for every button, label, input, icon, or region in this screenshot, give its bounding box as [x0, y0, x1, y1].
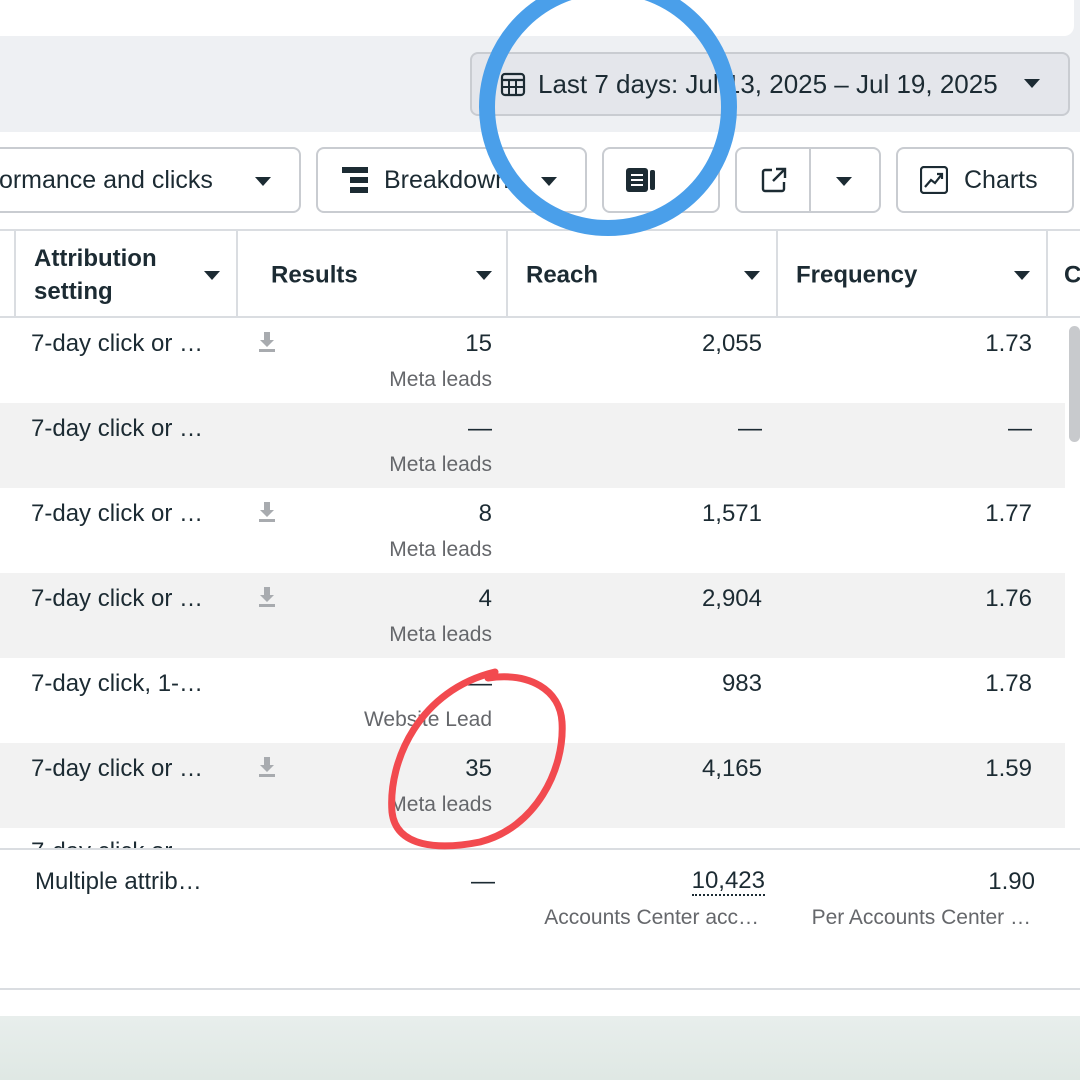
summary-reach-sub: Accounts Center acc…	[544, 906, 759, 929]
column-header-label: Results	[271, 261, 358, 288]
frequency-cell: 1.77	[985, 500, 1032, 527]
column-header-label: Attribution setting	[34, 244, 157, 305]
column-header-attribution[interactable]: Attribution setting	[14, 231, 236, 318]
column-header-next[interactable]: C	[1046, 231, 1080, 318]
reach-cell: 983	[721, 670, 762, 697]
table-row-partial[interactable]: 7-day click or	[0, 826, 1065, 848]
column-header-label: C	[1064, 261, 1080, 288]
vertical-scrollbar[interactable]	[1069, 326, 1080, 442]
frequency-cell: 1.78	[985, 670, 1032, 697]
column-divider	[506, 231, 508, 318]
results-type-label: Website Lead	[363, 708, 492, 731]
results-cell: —	[468, 415, 492, 442]
download-icon[interactable]	[256, 331, 278, 353]
breakdown-button[interactable]: Breakdown	[316, 147, 587, 213]
results-cell: 4	[478, 585, 492, 612]
attribution-cell: 7-day click or	[31, 838, 172, 848]
column-header-frequency[interactable]: Frequency	[776, 231, 1046, 318]
breakdown-label: Breakdown	[384, 165, 510, 194]
sort-caret-icon[interactable]	[476, 271, 492, 280]
columns-label: formance and clicks	[0, 165, 213, 194]
summary-row: Multiple attrib… — 10,423 Accounts Cente…	[0, 848, 1080, 990]
export-icon	[761, 167, 787, 193]
calendar-icon	[500, 72, 526, 97]
column-divider	[776, 231, 778, 318]
results-cell: 8	[478, 500, 492, 527]
attribution-cell: 7-day click or …	[31, 755, 204, 782]
reach-cell: —	[738, 415, 762, 442]
breakdown-icon	[342, 167, 368, 193]
frequency-cell: —	[1008, 415, 1032, 442]
split-divider	[809, 149, 811, 211]
table-row[interactable]: 7-day click or … 35 Meta leads 4,165 1.59	[0, 743, 1065, 828]
column-divider	[1046, 231, 1048, 318]
column-header-label: Reach	[526, 261, 599, 288]
download-icon[interactable]	[256, 501, 278, 523]
reach-cell: 2,904	[701, 585, 762, 612]
sort-caret-icon[interactable]	[1014, 271, 1030, 280]
bottom-strip	[0, 1016, 1080, 1080]
results-type-label: Meta leads	[389, 793, 492, 816]
reports-icon	[626, 168, 655, 192]
charts-label: Charts	[964, 165, 1038, 194]
export-split-button[interactable]	[735, 147, 881, 213]
reach-cell: 2,055	[701, 330, 762, 357]
columns-dropdown-button[interactable]: formance and clicks	[0, 147, 301, 213]
frequency-cell: 1.73	[985, 330, 1032, 357]
attribution-cell: 7-day click or …	[31, 585, 204, 612]
results-cell: 15	[465, 330, 492, 357]
summary-attribution: Multiple attrib…	[35, 868, 202, 895]
results-type-label: Meta leads	[389, 623, 492, 646]
frequency-cell: 1.59	[985, 755, 1032, 782]
attribution-cell: 7-day click or …	[31, 415, 204, 442]
column-header-reach[interactable]: Reach	[506, 231, 776, 318]
charts-button[interactable]: Charts	[896, 147, 1074, 213]
sort-caret-icon[interactable]	[744, 271, 760, 280]
table-header: Attribution setting Results Reach Freque…	[0, 229, 1080, 318]
frequency-cell: 1.76	[985, 585, 1032, 612]
column-divider	[14, 231, 16, 318]
column-header-results[interactable]: Results	[251, 231, 506, 318]
chevron-down-icon	[255, 177, 271, 186]
results-type-label: Meta leads	[389, 538, 492, 561]
attribution-cell: 7-day click or …	[31, 500, 204, 527]
chevron-down-icon	[541, 177, 557, 186]
summary-frequency: 1.90	[988, 868, 1035, 895]
reach-cell: 4,165	[701, 755, 762, 782]
charts-icon	[920, 166, 948, 194]
column-header-label: Frequency	[796, 261, 918, 288]
column-divider	[236, 231, 238, 318]
attribution-cell: 7-day click, 1-…	[31, 670, 204, 697]
sort-caret-icon[interactable]	[204, 271, 220, 280]
top-bar	[0, 0, 1074, 36]
results-type-label: Meta leads	[389, 368, 492, 391]
chevron-down-icon	[1024, 79, 1040, 88]
results-type-label: Meta leads	[389, 453, 492, 476]
summary-reach[interactable]: 10,423	[691, 867, 765, 896]
summary-frequency-sub: Per Accounts Center …	[811, 906, 1031, 929]
attribution-cell: 7-day click or …	[31, 330, 204, 357]
table-row[interactable]: 7-day click or … 4 Meta leads 2,904 1.76	[0, 573, 1065, 658]
summary-results: —	[471, 868, 495, 895]
results-cell: 35	[465, 755, 492, 782]
download-icon[interactable]	[256, 756, 278, 778]
table-row[interactable]: 7-day click, 1-… — Website Lead 983 1.78	[0, 658, 1065, 743]
table-row[interactable]: 7-day click or … — Meta leads — —	[0, 403, 1065, 488]
table-row[interactable]: 7-day click or … 8 Meta leads 1,571 1.77	[0, 488, 1065, 573]
results-cell: —	[468, 670, 492, 697]
date-range-label: Last 7 days: Jul 13, 2025 – Jul 19, 2025	[538, 68, 998, 99]
reach-cell: 1,571	[701, 500, 762, 527]
download-icon[interactable]	[256, 586, 278, 608]
table-row[interactable]: 7-day click or … 15 Meta leads 2,055 1.73	[0, 318, 1065, 403]
date-range-picker[interactable]: Last 7 days: Jul 13, 2025 – Jul 19, 2025	[470, 52, 1070, 116]
reports-button[interactable]	[602, 147, 720, 213]
chevron-down-icon[interactable]	[836, 177, 852, 186]
